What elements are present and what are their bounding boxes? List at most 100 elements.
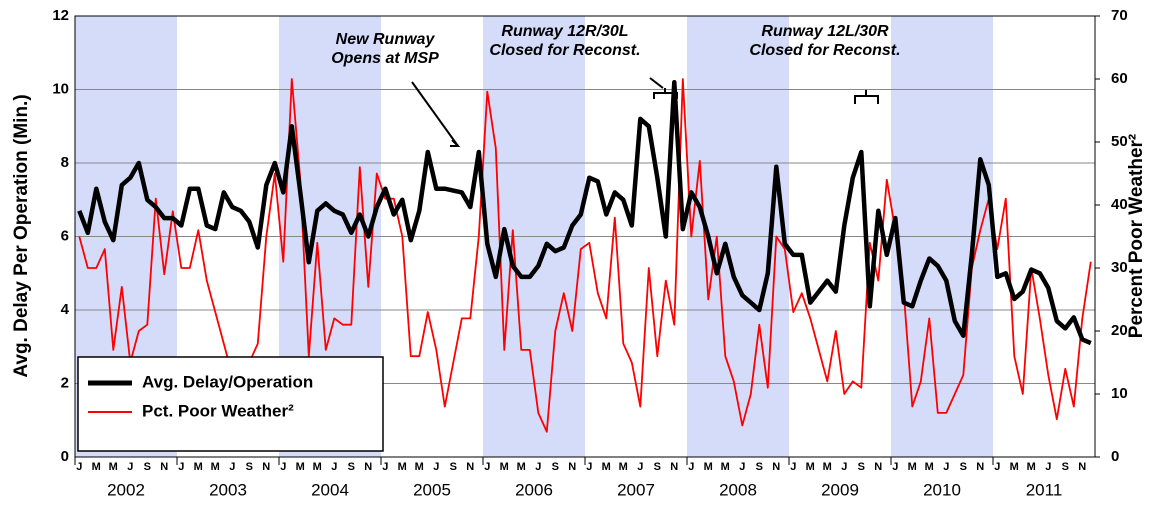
year-label: 2004 <box>311 480 349 499</box>
year-label: 2011 <box>1026 480 1063 499</box>
x-tick-label: J <box>433 461 439 473</box>
x-tick-label: J <box>790 461 796 473</box>
y-axis-label: Avg. Delay Per Operation (Min.) <box>11 94 32 377</box>
series-line <box>77 79 1092 346</box>
annotation: Closed for Reconst. <box>489 42 640 59</box>
x-tick-label: J <box>739 461 745 473</box>
x-tick-label: M <box>704 461 713 473</box>
y2-tick-label: 0 <box>1111 448 1119 465</box>
year-label: 2003 <box>209 480 247 499</box>
x-tick-label: J <box>382 461 388 473</box>
x-tick-label: N <box>1078 461 1086 473</box>
year-label: 2008 <box>719 480 757 499</box>
x-tick-label: N <box>160 461 168 473</box>
year-label: 2006 <box>515 480 553 499</box>
x-tick-label: M <box>1027 461 1036 473</box>
y-tick-label: 10 <box>52 80 69 97</box>
x-tick-label: M <box>908 461 917 473</box>
x-tick-label: M <box>619 461 628 473</box>
x-tick-label: M <box>925 461 934 473</box>
x-tick-label: N <box>364 461 372 473</box>
legend-box <box>77 356 384 452</box>
x-tick-label: S <box>450 461 457 473</box>
x-tick-label: J <box>76 461 82 473</box>
x-tick-label: S <box>144 461 151 473</box>
y2-tick-label: 10 <box>1111 385 1128 402</box>
y2-tick-label: 60 <box>1111 70 1128 87</box>
y-tick-label: 12 <box>52 7 69 24</box>
x-tick-label: S <box>1062 461 1069 473</box>
y2-tick-label: 30 <box>1111 259 1128 276</box>
x-tick-label: M <box>415 461 424 473</box>
x-tick-label: N <box>466 461 474 473</box>
x-tick-label: M <box>296 461 305 473</box>
annotation: Runway 12R/30L <box>501 23 628 40</box>
year-label: 2007 <box>617 480 655 499</box>
y2-tick-label: 70 <box>1111 7 1128 24</box>
x-tick-label: S <box>654 461 661 473</box>
y2-tick-label: 20 <box>1111 322 1128 339</box>
annotation: Closed for Reconst. <box>749 42 900 59</box>
x-tick-label: M <box>721 461 730 473</box>
x-tick-label: S <box>756 461 763 473</box>
arrow-head <box>450 139 461 147</box>
annotation: New Runway <box>336 31 436 48</box>
x-tick-label: N <box>976 461 984 473</box>
x-tick-label: N <box>262 461 270 473</box>
y2-tick-label: 50 <box>1111 133 1128 150</box>
x-tick-label: J <box>994 461 1000 473</box>
x-tick-label: M <box>823 461 832 473</box>
x-tick-label: N <box>568 461 576 473</box>
x-tick-label: M <box>1010 461 1019 473</box>
x-tick-label: M <box>398 461 407 473</box>
x-tick-label: S <box>960 461 967 473</box>
x-tick-label: J <box>586 461 592 473</box>
year-label: 2009 <box>821 480 859 499</box>
x-tick-label: M <box>500 461 509 473</box>
year-label: 2002 <box>107 480 145 499</box>
annotation: Opens at MSP <box>331 50 439 67</box>
annotation: Runway 12L/30R <box>761 23 889 40</box>
x-tick-label: M <box>517 461 526 473</box>
year-label: 2005 <box>413 480 451 499</box>
x-tick-label: M <box>194 461 203 473</box>
y2-axis-label: Percent Poor Weather² <box>1126 134 1147 338</box>
x-tick-label: J <box>229 461 235 473</box>
legend: Avg. Delay/Operation Pct. Poor Weather² <box>77 356 384 452</box>
x-tick-label: M <box>602 461 611 473</box>
x-tick-label: S <box>552 461 559 473</box>
x-tick-label: N <box>670 461 678 473</box>
x-tick-label: M <box>806 461 815 473</box>
bracket <box>854 90 879 104</box>
x-tick-label: J <box>178 461 184 473</box>
y-tick-label: 0 <box>61 448 69 465</box>
y-tick-label: 2 <box>61 374 69 391</box>
x-tick-label: J <box>637 461 643 473</box>
x-tick-label: N <box>772 461 780 473</box>
x-tick-label: J <box>280 461 286 473</box>
bracket <box>649 77 678 99</box>
y-tick-label: 8 <box>61 154 69 171</box>
x-tick-label: J <box>892 461 898 473</box>
x-tick-label: M <box>92 461 101 473</box>
x-tick-label: S <box>348 461 355 473</box>
x-tick-label: J <box>484 461 490 473</box>
x-tick-label: J <box>943 461 949 473</box>
x-tick-label: J <box>688 461 694 473</box>
x-tick-label: J <box>331 461 337 473</box>
legend-label: Pct. Poor Weather² <box>142 401 294 420</box>
x-tick-label: M <box>109 461 118 473</box>
x-tick-label: J <box>1045 461 1051 473</box>
legend-label: Avg. Delay/Operation <box>142 372 313 391</box>
year-label: 2010 <box>923 480 961 499</box>
x-tick-label: J <box>127 461 133 473</box>
x-tick-label: S <box>246 461 253 473</box>
y-tick-label: 6 <box>61 227 69 244</box>
x-tick-label: J <box>535 461 541 473</box>
x-tick-label: S <box>858 461 865 473</box>
x-tick-label: N <box>874 461 882 473</box>
y-tick-label: 4 <box>61 301 70 318</box>
y2-tick-label: 40 <box>1111 196 1128 213</box>
x-tick-label: J <box>841 461 847 473</box>
